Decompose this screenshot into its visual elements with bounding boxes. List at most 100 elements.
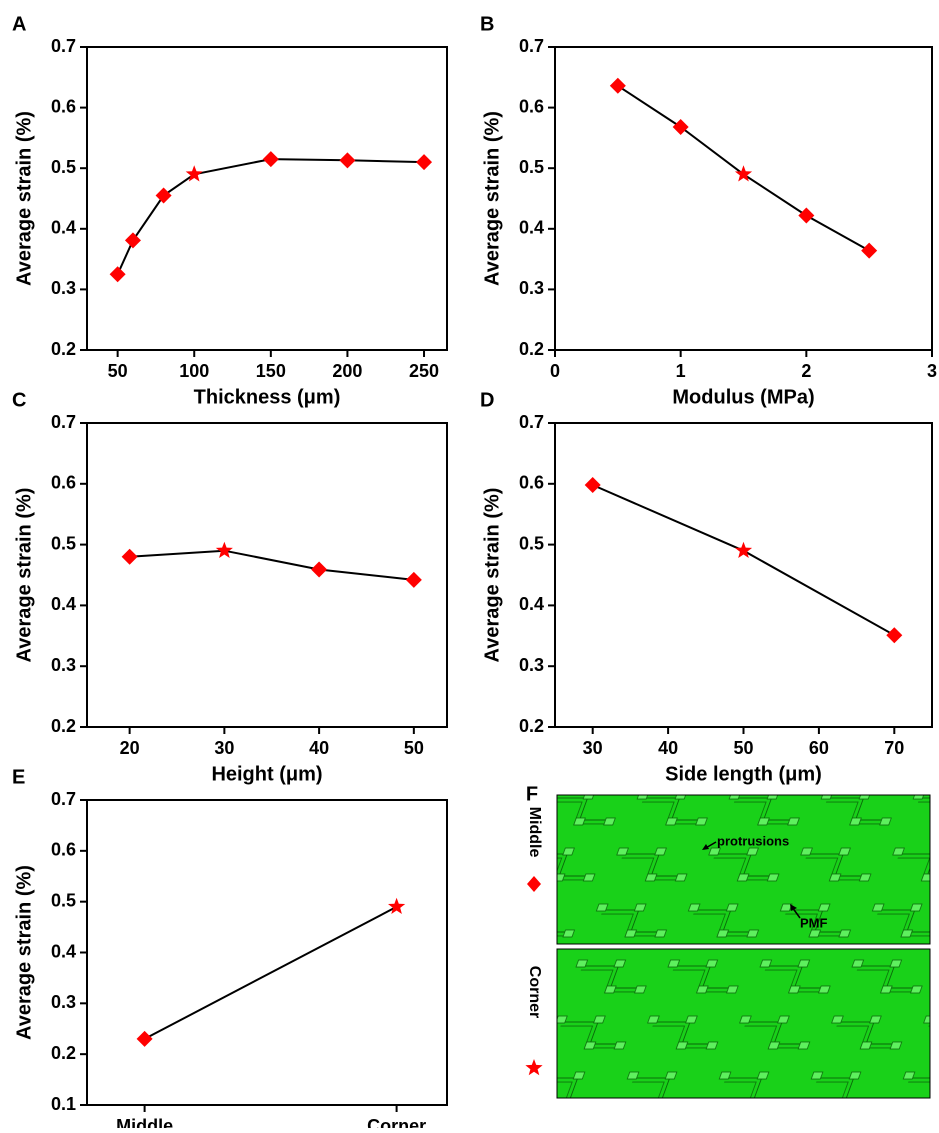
x-tick-label: 3 xyxy=(927,361,937,381)
row-label: Corner xyxy=(526,966,543,1018)
data-line xyxy=(116,158,425,275)
y-tick-label: 0.1 xyxy=(51,1094,76,1114)
x-tick-label: 200 xyxy=(332,361,362,381)
row-marker xyxy=(525,1059,543,1076)
y-tick-label: 0.4 xyxy=(519,594,544,614)
data-line xyxy=(592,484,895,637)
y-tick-label: 0.5 xyxy=(51,890,76,910)
annotation-arrow xyxy=(790,904,797,911)
diamond-marker xyxy=(609,77,626,94)
x-tick-label: Corner xyxy=(367,1116,426,1128)
y-axis-title: Average strain (%) xyxy=(481,488,503,663)
plot-frame xyxy=(554,46,933,351)
x-tick-label: 30 xyxy=(583,738,603,758)
data-line xyxy=(129,549,414,581)
plot-frame xyxy=(86,422,448,728)
y-tick-label: 0.3 xyxy=(51,992,76,1012)
row-label: Middle xyxy=(526,807,543,858)
panel-label: C xyxy=(12,389,26,411)
panel-label: A xyxy=(12,13,26,35)
x-tick-label: 60 xyxy=(809,738,829,758)
diamond-marker xyxy=(416,154,433,171)
y-tick-label: 0.3 xyxy=(519,655,544,675)
y-tick-label: 0.7 xyxy=(51,412,76,432)
annotation: PMF xyxy=(800,915,828,930)
x-tick-label: 50 xyxy=(733,738,753,758)
y-tick-label: 0.5 xyxy=(519,157,544,177)
x-tick-label: 30 xyxy=(214,738,234,758)
x-tick-label: 40 xyxy=(658,738,678,758)
data-line xyxy=(144,905,398,1040)
y-tick-label: 0.6 xyxy=(51,96,76,116)
y-tick-label: 0.2 xyxy=(51,339,76,359)
x-tick-label: 40 xyxy=(309,738,329,758)
y-tick-label: 0.2 xyxy=(51,1043,76,1063)
x-tick-label: 1 xyxy=(676,361,686,381)
row-marker xyxy=(527,876,541,892)
y-tick-label: 0.3 xyxy=(51,655,76,675)
y-axis-title: Average strain (%) xyxy=(481,111,503,286)
diamond-marker xyxy=(124,232,141,249)
x-axis-title: Side length (μm) xyxy=(665,763,822,785)
y-tick-label: 0.7 xyxy=(519,412,544,432)
y-axis-title: Average strain (%) xyxy=(13,111,35,286)
render-corner xyxy=(556,948,931,1099)
y-tick-label: 0.4 xyxy=(51,941,76,961)
panel-label: F xyxy=(526,783,538,805)
diamond-marker xyxy=(584,477,601,494)
diamond-marker xyxy=(405,571,422,588)
diamond-marker xyxy=(121,548,138,565)
y-tick-label: 0.5 xyxy=(51,157,76,177)
y-axis-title: Average strain (%) xyxy=(13,865,35,1040)
x-axis-title: Height (μm) xyxy=(211,763,322,785)
diamond-marker xyxy=(311,561,328,578)
x-tick-label: 0 xyxy=(550,361,560,381)
y-tick-label: 0.2 xyxy=(519,339,544,359)
plot-frame xyxy=(86,46,448,351)
star-marker xyxy=(185,165,203,182)
y-tick-label: 0.5 xyxy=(519,533,544,553)
x-tick-label: Middle xyxy=(116,1116,173,1128)
y-tick-label: 0.6 xyxy=(519,473,544,493)
y-tick-label: 0.7 xyxy=(51,789,76,809)
x-axis-title: Modulus (MPa) xyxy=(672,386,814,408)
diamond-marker xyxy=(136,1030,153,1047)
diamond-marker xyxy=(155,187,172,204)
panel-label: D xyxy=(480,389,494,411)
star-marker xyxy=(734,541,753,558)
diamond-marker xyxy=(262,151,279,168)
star-marker xyxy=(388,897,406,914)
y-axis-title: Average strain (%) xyxy=(13,488,35,663)
panel-label: E xyxy=(12,766,25,788)
y-tick-label: 0.7 xyxy=(519,36,544,56)
diamond-marker xyxy=(798,207,815,224)
y-tick-label: 0.2 xyxy=(519,716,544,736)
star-marker xyxy=(734,165,753,182)
render-middle xyxy=(556,794,931,945)
y-tick-label: 0.4 xyxy=(519,218,544,238)
y-tick-label: 0.3 xyxy=(51,278,76,298)
annotation: protrusions xyxy=(717,833,789,848)
y-tick-label: 0.6 xyxy=(51,473,76,493)
annotation-arrow xyxy=(702,844,709,850)
y-tick-label: 0.4 xyxy=(51,218,76,238)
x-tick-label: 2 xyxy=(801,361,811,381)
y-tick-label: 0.6 xyxy=(519,96,544,116)
y-tick-label: 0.5 xyxy=(51,533,76,553)
x-tick-label: 20 xyxy=(120,738,140,758)
x-tick-label: 150 xyxy=(256,361,286,381)
y-tick-label: 0.7 xyxy=(51,36,76,56)
y-tick-label: 0.3 xyxy=(519,278,544,298)
diamond-marker xyxy=(672,118,689,135)
diamond-marker xyxy=(339,152,356,169)
y-tick-label: 0.4 xyxy=(51,594,76,614)
x-tick-label: 100 xyxy=(179,361,209,381)
y-tick-label: 0.2 xyxy=(51,716,76,736)
diamond-marker xyxy=(886,627,903,644)
plot-frame xyxy=(86,799,448,1106)
x-axis-title: Thickness (μm) xyxy=(194,386,341,408)
diamond-marker xyxy=(861,242,878,259)
plot-frame xyxy=(554,422,933,728)
x-tick-label: 50 xyxy=(404,738,424,758)
